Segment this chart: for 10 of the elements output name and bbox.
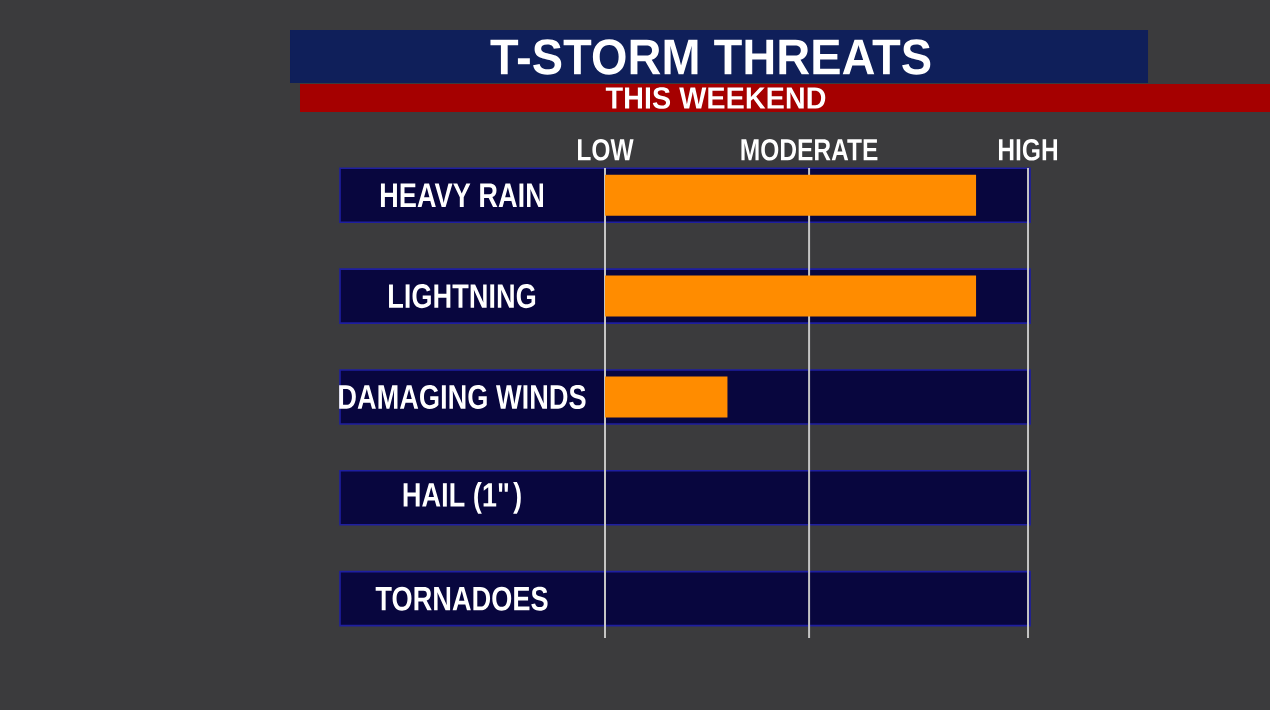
- y-tick-label: DAMAGING WINDS: [339, 384, 586, 409]
- y-tick-label: TORNADOES: [375, 586, 548, 611]
- y-tick-label: LIGHTNING: [389, 284, 536, 309]
- ref-line-label: MODERATE: [741, 138, 878, 161]
- y-tick-label: HAIL (1"): [403, 481, 521, 514]
- chart-title: T-STORM THREATS: [490, 39, 931, 75]
- text: LOW: [578, 138, 634, 161]
- ref-line-label: HIGH: [998, 138, 1058, 161]
- y-tick-label: HEAVY RAIN: [380, 183, 544, 207]
- chart-subtitle: THIS WEEKEND: [605, 87, 826, 109]
